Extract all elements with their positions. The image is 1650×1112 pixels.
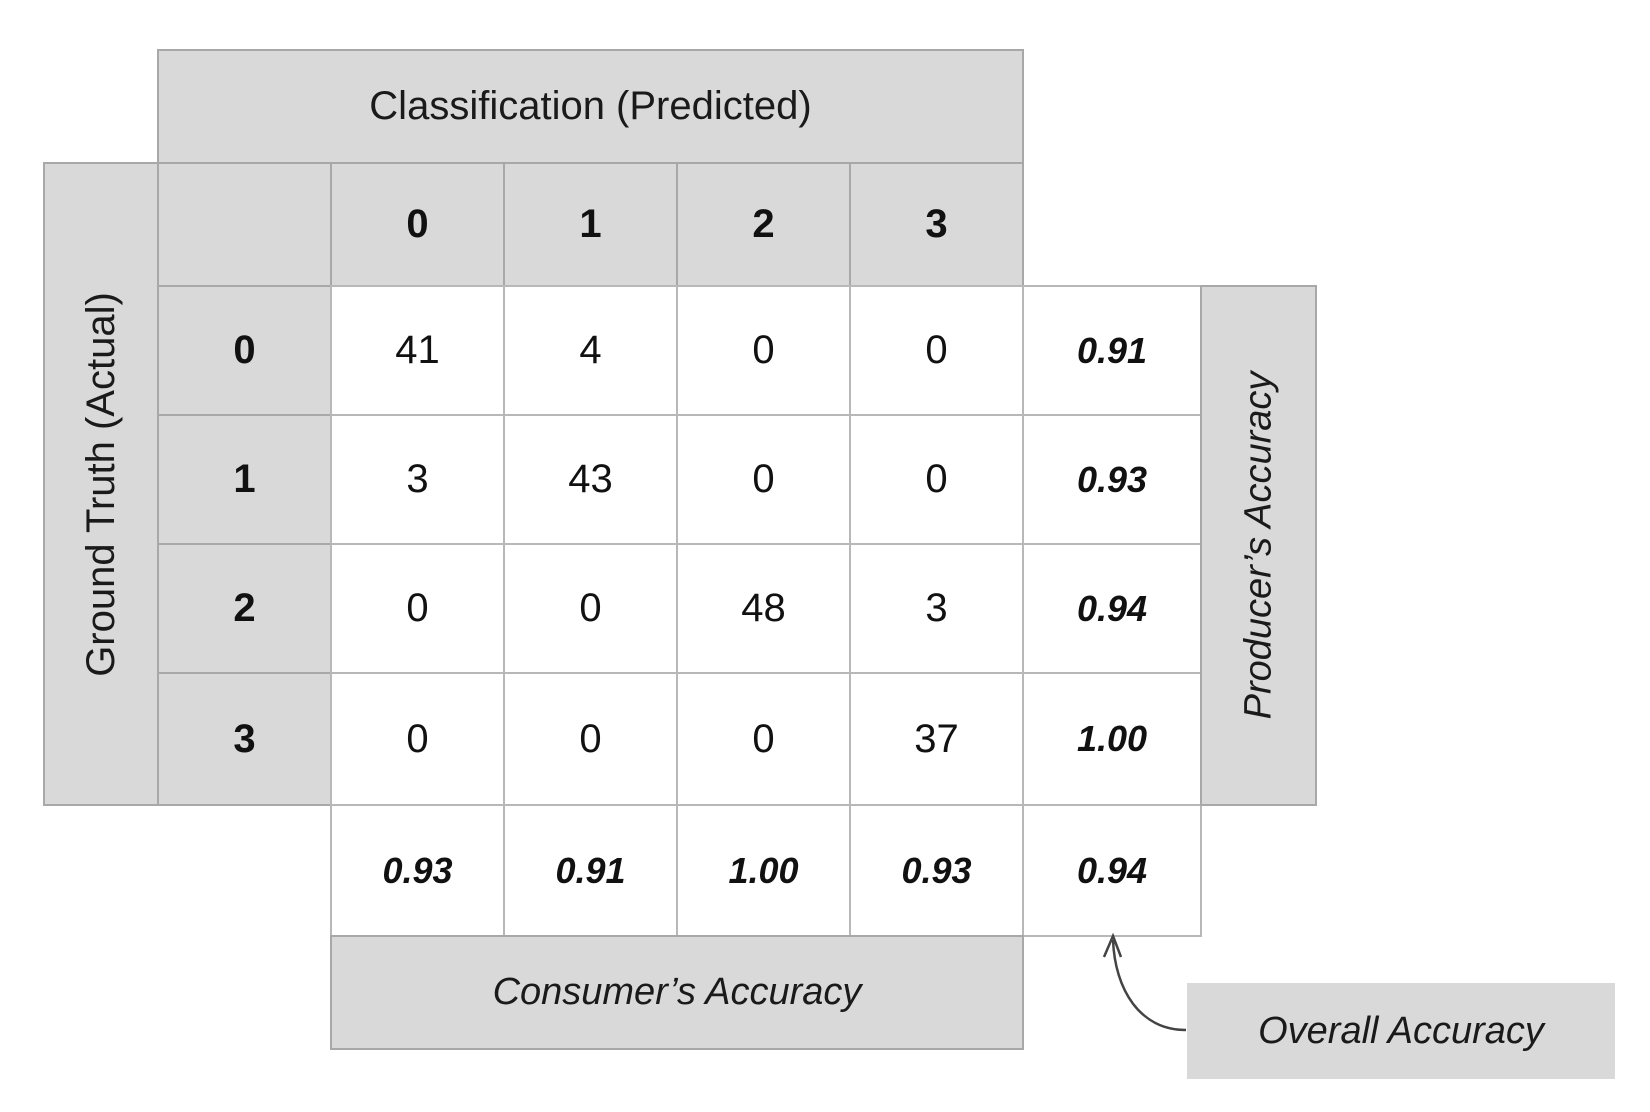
matrix-cell-2-2: 48 xyxy=(676,543,851,674)
matrix-cell-0-2: 0 xyxy=(676,285,851,416)
matrix-cell-1-1: 43 xyxy=(503,414,678,545)
matrix-cell-1-2: 0 xyxy=(676,414,851,545)
column-header-0: 0 xyxy=(330,162,505,287)
consumers-accuracy-label-bar: Consumer’s Accuracy xyxy=(330,935,1024,1050)
corner-cell xyxy=(157,162,332,287)
consumers-accuracy-label: Consumer’s Accuracy xyxy=(492,971,862,1013)
producers-accuracy-1: 0.93 xyxy=(1022,414,1202,545)
row-header-2: 2 xyxy=(157,543,332,674)
producers-accuracy-label-bar: Producer’s Accuracy xyxy=(1200,285,1317,806)
matrix-cell-3-1: 0 xyxy=(503,672,678,806)
overall-accuracy-cell: 0.94 xyxy=(1022,804,1202,937)
producers-accuracy-0: 0.91 xyxy=(1022,285,1202,416)
arrow-curve xyxy=(1111,939,1187,1032)
matrix-cell-0-1: 4 xyxy=(503,285,678,416)
arrow-head xyxy=(1102,932,1123,958)
overall-accuracy-label-box: Overall Accuracy xyxy=(1187,983,1615,1079)
matrix-cell-2-0: 0 xyxy=(330,543,505,674)
row-header-3: 3 xyxy=(157,672,332,806)
overall-accuracy-label: Overall Accuracy xyxy=(1258,1009,1544,1052)
matrix-cell-0-0: 41 xyxy=(330,285,505,416)
matrix-cell-3-0: 0 xyxy=(330,672,505,806)
actual-title-bar: Ground Truth (Actual) xyxy=(43,162,159,806)
predicted-title-bar: Classification (Predicted) xyxy=(157,49,1024,164)
consumers-accuracy-0: 0.93 xyxy=(330,804,505,937)
matrix-cell-2-1: 0 xyxy=(503,543,678,674)
predicted-title: Classification (Predicted) xyxy=(369,84,812,128)
column-header-2: 2 xyxy=(676,162,851,287)
row-header-0: 0 xyxy=(157,285,332,416)
column-header-1: 1 xyxy=(503,162,678,287)
matrix-cell-0-3: 0 xyxy=(849,285,1024,416)
matrix-cell-3-3: 37 xyxy=(849,672,1024,806)
